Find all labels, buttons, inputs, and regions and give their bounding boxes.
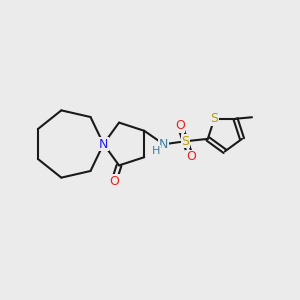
Text: O: O [109,175,119,188]
Text: O: O [175,119,185,132]
Text: N: N [99,137,108,151]
Text: N: N [159,138,168,151]
Text: O: O [186,150,196,164]
Text: S: S [210,112,218,125]
Text: S: S [181,135,189,148]
Text: H: H [152,146,160,156]
